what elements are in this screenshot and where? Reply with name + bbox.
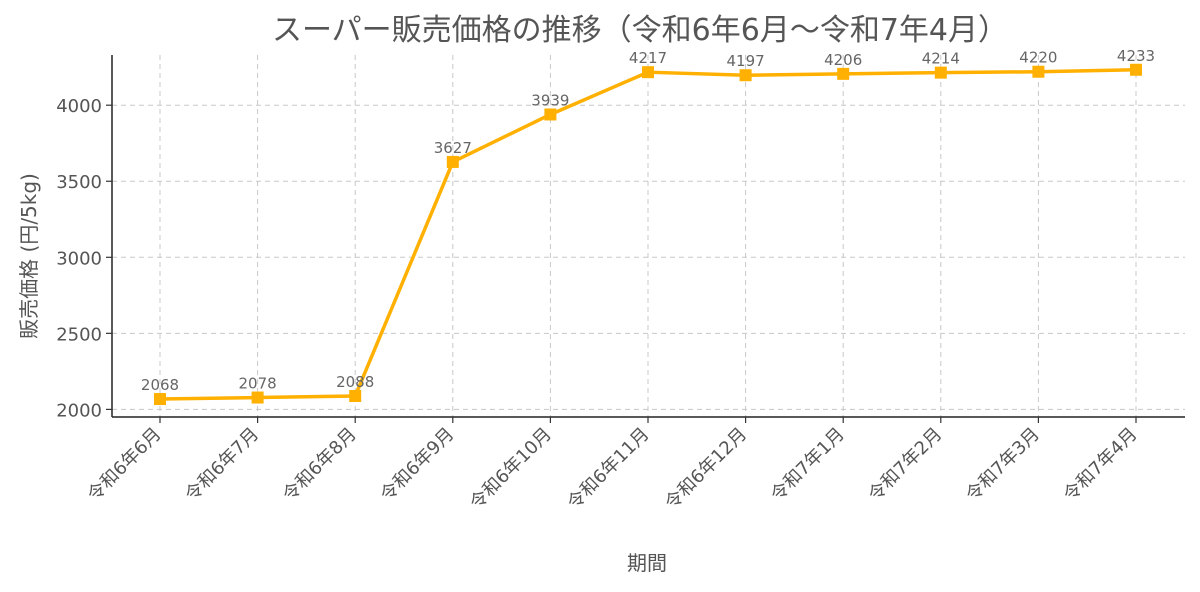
x-tick-label: 令和6年9月	[376, 424, 458, 506]
chart-title: スーパー販売価格の推移（令和6年6月～令和7年4月）	[272, 13, 1008, 48]
data-point	[642, 66, 654, 79]
data-label: 4233	[1117, 47, 1155, 65]
series-layer: 2068 2078 2088 3627 3939 4217 4197 4206 4214 4220…	[141, 47, 1155, 406]
data-point	[934, 66, 947, 79]
data-point	[349, 390, 362, 403]
data-point	[154, 393, 166, 406]
y-tick-label: 3500	[56, 172, 102, 193]
y-tick-label: 2500	[56, 324, 102, 345]
y-tick-label: 4000	[56, 96, 102, 117]
data-point	[1130, 63, 1142, 76]
x-axis-title: 期間	[627, 551, 667, 575]
y-axis-ticks: 2000 2500 3000 3500 4000	[56, 96, 112, 421]
x-tick-label: 令和6年10月	[466, 424, 556, 514]
x-tick-label: 令和6年11月	[563, 424, 653, 514]
x-axis-ticks: 令和6年6月 令和6年7月 令和6年8月 令和6年9月 令和6年10月 令和6年11月 令和…	[84, 417, 1142, 514]
data-label: 3939	[531, 91, 569, 109]
data-label: 4206	[824, 51, 862, 69]
data-label: 2088	[336, 373, 374, 391]
data-point	[739, 69, 752, 82]
data-label: 2068	[141, 376, 179, 394]
data-label: 4220	[1019, 49, 1057, 67]
x-tick-label: 令和6年8月	[279, 424, 361, 506]
data-point	[446, 155, 459, 168]
data-label: 4214	[922, 50, 960, 68]
x-tick-label: 令和6年7月	[181, 424, 263, 506]
x-tick-label: 令和7年1月	[767, 424, 849, 506]
x-tick-label: 令和7年2月	[864, 424, 946, 506]
x-tick-label: 令和7年3月	[962, 424, 1044, 506]
data-point	[1032, 65, 1045, 78]
x-tick-label: 令和6年12月	[661, 424, 751, 514]
data-label: 3627	[434, 139, 472, 157]
data-point	[544, 108, 557, 121]
data-label: 4197	[727, 52, 765, 70]
grid-lines	[112, 55, 1185, 417]
x-tick-label: 令和6年6月	[84, 424, 166, 506]
y-axis-title: 販売価格 (円/5kg)	[17, 173, 41, 339]
data-point	[837, 67, 850, 80]
data-label: 4217	[629, 49, 667, 67]
x-tick-label: 令和7年4月	[1060, 424, 1142, 506]
y-tick-label: 3000	[56, 248, 102, 269]
data-point	[251, 391, 264, 404]
data-label: 2078	[239, 375, 277, 393]
y-tick-label: 2000	[56, 400, 102, 421]
